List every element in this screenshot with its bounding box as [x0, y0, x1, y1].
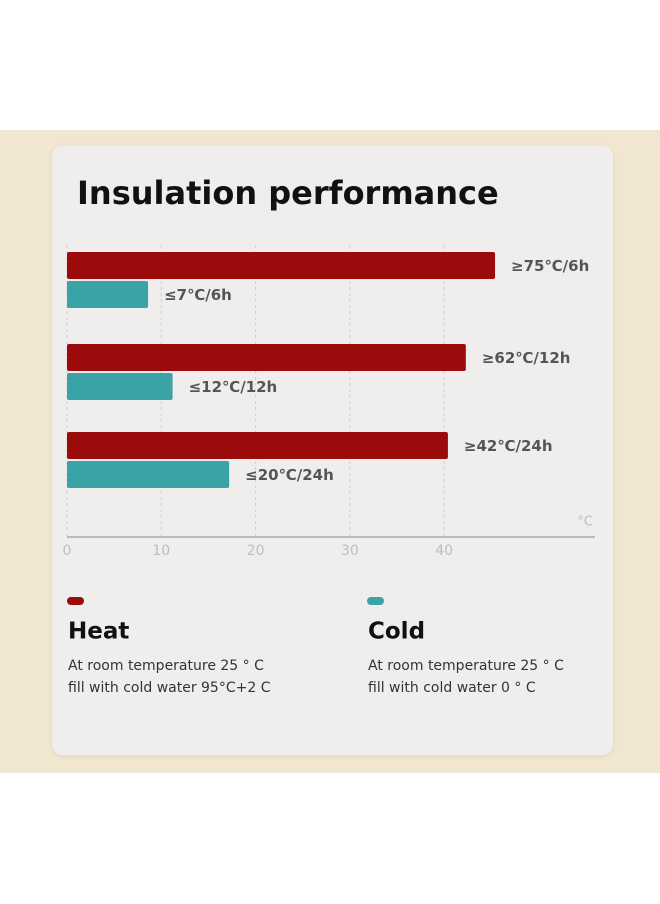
x-tick-label: 10 — [152, 543, 170, 559]
bar — [67, 461, 230, 488]
bar — [67, 344, 466, 371]
bar — [67, 373, 173, 400]
legend-label: Heat — [68, 619, 129, 645]
x-tick-label: 40 — [435, 543, 453, 559]
bar-label: ≤12℃/12h — [189, 378, 278, 396]
bar-label: ≥42℃/24h — [464, 437, 553, 455]
x-tick-label: 0 — [63, 543, 72, 559]
legend-description: At room temperature 25 ° C — [68, 658, 264, 674]
legend-description: fill with cold water 0 ° C — [368, 680, 536, 696]
bar — [67, 432, 448, 459]
legend-description: fill with cold water 95°C+2 C — [68, 680, 271, 696]
x-tick-label: 20 — [247, 543, 265, 559]
x-tick-label: 30 — [341, 543, 359, 559]
bar-label: ≥62℃/12h — [482, 349, 571, 367]
bar — [67, 252, 496, 279]
bar-label: ≤7℃/6h — [164, 286, 232, 304]
legend-label: Cold — [368, 619, 425, 645]
bar-label: ≤20℃/24h — [245, 466, 334, 484]
legend-swatch — [367, 597, 384, 605]
x-axis-label: °C — [577, 515, 593, 530]
legend-description: At room temperature 25 ° C — [368, 658, 564, 674]
chart-title: Insulation performance — [77, 174, 499, 212]
bar — [67, 281, 149, 308]
legend-swatch — [67, 597, 84, 605]
bar-label: ≥75℃/6h — [511, 257, 589, 275]
